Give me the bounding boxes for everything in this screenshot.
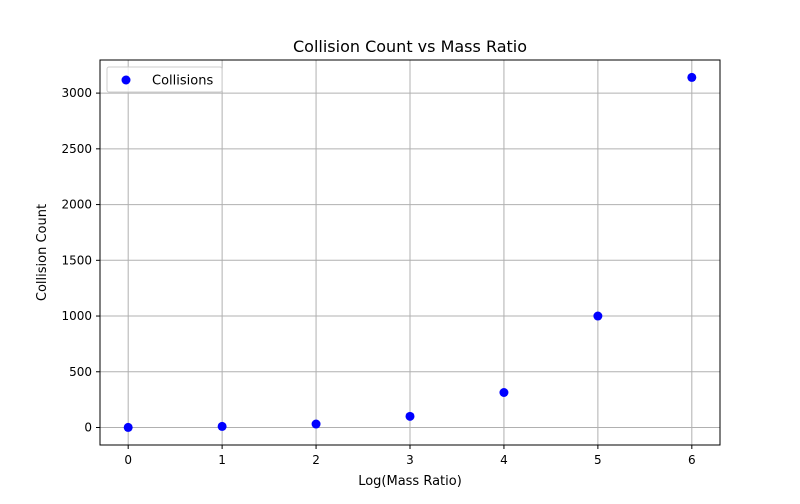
x-tick-label: 4 xyxy=(500,453,508,467)
data-point xyxy=(687,72,697,82)
y-tick-label: 1500 xyxy=(61,253,92,267)
legend-marker-collisions xyxy=(121,75,131,85)
x-tick-label: 5 xyxy=(594,453,602,467)
x-tick-label: 1 xyxy=(218,453,226,467)
legend-label-collisions: Collisions xyxy=(152,74,213,89)
data-point xyxy=(405,411,415,421)
y-axis: 0 500 1000 1500 2000 2500 3000 xyxy=(61,86,100,435)
x-tick-label: 6 xyxy=(688,453,696,467)
y-axis-label: Collision Count xyxy=(35,204,50,301)
y-tick-label: 1000 xyxy=(61,309,92,323)
x-tick-label: 3 xyxy=(406,453,414,467)
y-tick-label: 500 xyxy=(69,365,92,379)
legend-box xyxy=(106,66,223,93)
grid xyxy=(100,60,720,445)
data-point xyxy=(123,422,133,432)
y-tick-label: 2000 xyxy=(61,198,92,212)
data-point xyxy=(311,419,321,429)
y-tick-label: 2500 xyxy=(61,142,92,156)
legend: Collisions xyxy=(106,66,223,93)
chart-title: Collision Count vs Mass Ratio xyxy=(293,37,527,56)
x-tick-label: 0 xyxy=(124,453,132,467)
y-tick-label: 0 xyxy=(84,421,92,435)
data-point xyxy=(499,388,509,397)
x-axis: 0 1 2 3 4 5 6 xyxy=(124,445,696,467)
data-point xyxy=(593,311,603,321)
y-tick-label: 3000 xyxy=(61,86,92,100)
x-axis-label: Log(Mass Ratio) xyxy=(358,474,462,489)
scatter-series xyxy=(123,72,697,432)
x-tick-label: 2 xyxy=(312,453,320,467)
data-point xyxy=(217,421,227,431)
